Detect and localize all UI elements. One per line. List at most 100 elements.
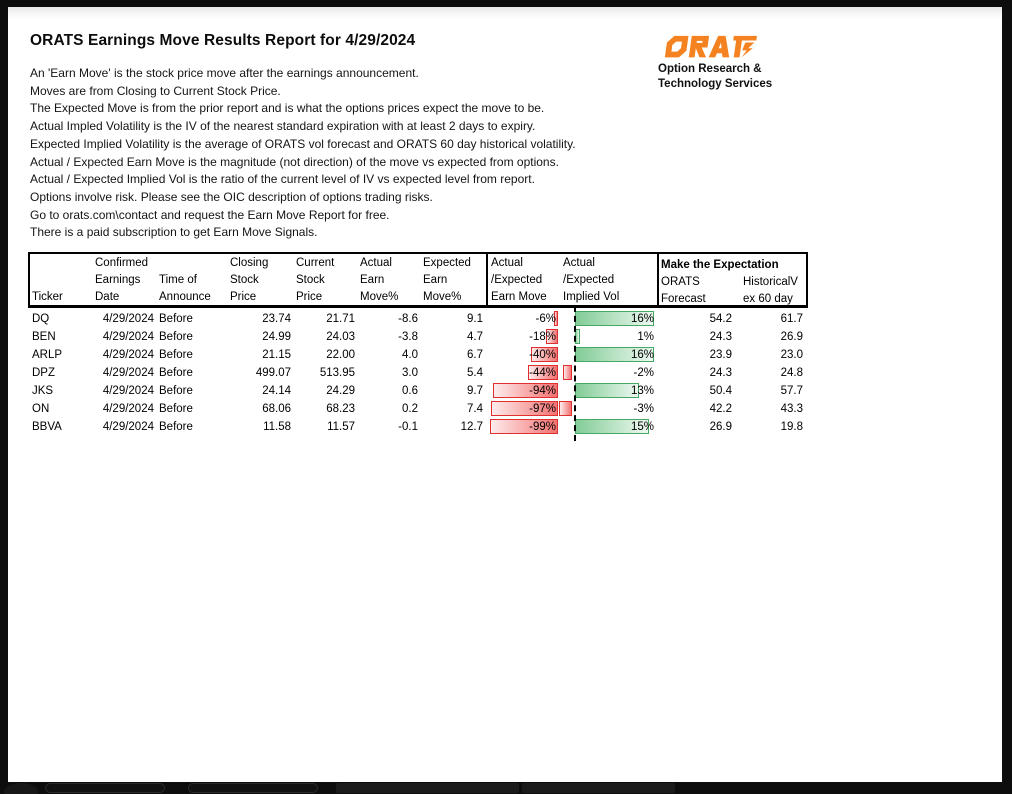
cell-actual-move: -3.8 [398,331,418,343]
cell-implied-vol-ratio: 13% [559,382,657,400]
cell-date: 4/29/2024 [102,349,154,361]
column-header-ticker: Ticker [32,291,63,303]
column-header-implied-vol-ratio: Actual /Expected Implied Vol [563,257,620,303]
logo-tagline-line1: Option Research & [658,63,762,75]
cell-announce: Before [159,349,193,361]
cell-implied-vol-ratio: 16% [559,310,657,328]
taskbar-item[interactable] [522,783,675,793]
cell-ticker: JKS [32,385,54,397]
cell-closing: 499.07 [255,367,291,379]
cell-earn-move-ratio: -6% [486,310,559,328]
implied-vol-label: -2% [633,367,654,379]
cell-current: 24.29 [326,385,355,397]
table-row: ARLP 4/29/2024 Before 21.15 22.00 4.0 6.… [28,346,808,364]
table-row: DPZ 4/29/2024 Before 499.07 513.95 3.0 5… [28,364,808,382]
cell-historical-vol: 24.8 [780,367,803,379]
column-header-current-price: Current Stock Price [296,257,335,303]
column-header-orats-forecast: ORATS Forecast [661,276,706,305]
cell-current: 21.71 [326,313,355,325]
earnings-table: Ticker Confirmed Earnings Date Time of A… [28,252,808,441]
cell-historical-vol: 43.3 [780,403,803,415]
cell-date: 4/29/2024 [102,331,154,343]
earn-move-label: -94% [529,385,556,397]
column-header-historical-vol: HistoricalV ex 60 day [743,276,798,305]
cell-earn-move-ratio: -18% [486,328,559,346]
header-divider [486,252,488,308]
cell-ticker: BBVA [32,421,62,433]
report-page: ORATS Earnings Move Results Report for 4… [8,7,1002,782]
earn-move-label: -40% [529,349,556,361]
table-body: DQ 4/29/2024 Before 23.74 21.71 -8.6 9.1… [28,306,808,441]
intro-line: Options involve risk. Please see the OIC… [30,189,433,204]
cell-earn-move-ratio: -97% [486,400,559,418]
cell-announce: Before [159,403,193,415]
earn-move-bar [493,383,558,398]
implied-vol-label: 1% [637,331,654,343]
cell-announce: Before [159,367,193,379]
column-header-expected-move: Expected Earn Move% [423,257,471,303]
table-row: BEN 4/29/2024 Before 24.99 24.03 -3.8 4.… [28,328,808,346]
table-header-row: Ticker Confirmed Earnings Date Time of A… [28,252,808,308]
cell-expected-move: 5.4 [467,367,483,379]
cell-orats-forecast: 54.2 [709,313,732,325]
cell-date: 4/29/2024 [102,367,154,379]
table-row: BBVA 4/29/2024 Before 11.58 11.57 -0.1 1… [28,418,808,436]
cell-orats-forecast: 24.3 [709,367,732,379]
taskbar-item[interactable] [336,783,519,793]
intro-line: An 'Earn Move' is the stock price move a… [30,66,419,80]
intro-line: Actual / Expected Implied Vol is the rat… [30,172,535,187]
cell-current: 24.03 [326,331,355,343]
cell-closing: 24.99 [262,331,291,343]
cell-historical-vol: 19.8 [780,421,803,433]
intro-paragraph: An 'Earn Move' is the stock price move a… [30,65,576,242]
column-header-closing-price: Closing Stock Price [230,257,269,303]
cell-expected-move: 12.7 [460,421,483,433]
earn-move-label: -18% [529,331,556,343]
implied-vol-bar [559,401,572,416]
table-row: JKS 4/29/2024 Before 24.14 24.29 0.6 9.7… [28,382,808,400]
cell-earn-move-ratio: -44% [486,364,559,382]
earn-move-bar [553,311,558,326]
cell-closing: 23.74 [262,313,291,325]
cell-orats-forecast: 24.3 [709,331,732,343]
implied-vol-label: -3% [633,403,654,415]
cell-ticker: BEN [32,331,56,343]
logo-tagline: Option Research & Technology Services [658,62,778,91]
cell-actual-move: -0.1 [398,421,418,433]
implied-vol-label: 16% [630,349,654,361]
cell-date: 4/29/2024 [102,403,154,415]
earn-move-bar [545,329,558,344]
cell-ticker: ARLP [32,349,63,361]
cell-orats-forecast: 23.9 [709,349,732,361]
orats-logo: Option Research & Technology Services [658,26,778,91]
taskbar-item[interactable] [4,783,38,794]
earn-move-label: -97% [529,403,556,415]
implied-vol-label: 15% [630,421,654,433]
cell-earn-move-ratio: -99% [486,418,559,436]
taskbar-button[interactable] [188,783,318,793]
cell-announce: Before [159,385,193,397]
cell-expected-move: 9.1 [467,313,483,325]
intro-line: There is a paid subscription to get Earn… [30,225,318,240]
taskbar-button[interactable] [45,783,165,793]
cell-orats-forecast: 42.2 [709,403,732,415]
page-title: ORATS Earnings Move Results Report for 4… [30,32,416,49]
logo-tagline-line2: Technology Services [658,77,773,90]
cell-historical-vol: 61.7 [780,313,803,325]
cell-earn-move-ratio: -94% [486,382,559,400]
cell-actual-move: 4.0 [402,349,418,361]
cell-announce: Before [159,313,193,325]
cell-historical-vol: 57.7 [780,385,803,397]
taskbar [0,782,1012,794]
cell-announce: Before [159,331,193,343]
cell-implied-vol-ratio: 16% [559,346,657,364]
intro-line: Actual Impled Volatility is the IV of th… [30,119,536,134]
implied-vol-bar [563,365,572,380]
table-row: ON 4/29/2024 Before 68.06 68.23 0.2 7.4 … [28,400,808,418]
cell-current: 11.57 [327,421,355,433]
intro-line: Moves are from Closing to Current Stock … [30,83,281,98]
column-header-earn-move-ratio: Actual /Expected Earn Move [491,257,547,303]
intro-line: Expected Implied Volatility is the avera… [30,136,576,151]
negative-axis-line [573,306,576,441]
cell-earn-move-ratio: -40% [486,346,559,364]
